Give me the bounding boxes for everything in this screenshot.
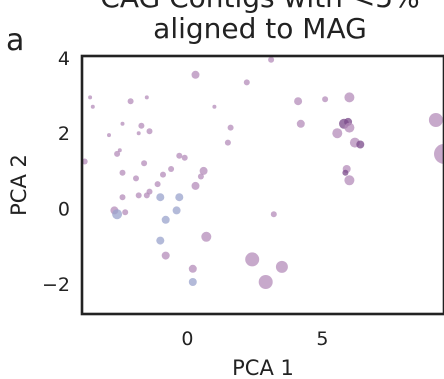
scatter-point — [356, 140, 365, 149]
chart-title-line-1: CAG Contigs with <5% — [100, 0, 419, 14]
scatter-point — [212, 104, 217, 109]
scatter-point — [201, 231, 212, 242]
scatter-point — [90, 104, 95, 109]
scatter-point — [141, 160, 148, 167]
x-tick-label: 5 — [316, 328, 328, 350]
scatter-point — [344, 175, 355, 186]
scatter-point — [144, 95, 149, 100]
scatter-point — [344, 92, 355, 103]
scatter-point — [127, 98, 134, 105]
scatter-point — [133, 175, 139, 182]
y-tick-label: 2 — [58, 123, 70, 145]
scatter-point — [138, 122, 145, 129]
axis-ticks: 0 5 −2 0 2 4 — [42, 48, 328, 350]
scatter-point — [270, 211, 277, 218]
scatter-point — [322, 96, 329, 103]
scatter-point — [156, 193, 165, 202]
scatter-point — [161, 215, 170, 224]
y-tick-label: −2 — [42, 274, 70, 296]
scatter-point — [119, 194, 126, 201]
scatter-point — [296, 119, 305, 128]
scatter-point — [114, 150, 121, 157]
scatter-point — [344, 122, 355, 133]
scatter-point — [176, 152, 183, 159]
scatter-point — [156, 236, 165, 245]
scatter-point — [135, 192, 142, 199]
scatter-point — [188, 278, 197, 286]
scatter-point — [136, 131, 141, 136]
scatter-point — [160, 171, 166, 178]
y-axis-label: PCA 2 — [7, 154, 31, 216]
scatter-point — [191, 181, 200, 190]
y-tick-label: 0 — [58, 199, 70, 221]
scatter-point — [428, 113, 443, 127]
scatter-point — [294, 97, 303, 106]
chart-title-line-2: aligned to MAG — [153, 12, 367, 45]
scatter-point — [161, 251, 170, 260]
plot-frame — [80, 54, 444, 316]
scatter-point — [143, 192, 150, 199]
x-axis-label: PCA 1 — [232, 356, 294, 379]
scatter-point — [154, 181, 161, 188]
scatter-point — [245, 252, 260, 267]
scatter-point — [120, 121, 125, 126]
scatter-point — [117, 148, 122, 153]
scatter-point — [172, 206, 181, 215]
scatter-point — [342, 169, 349, 176]
scatter-point — [175, 193, 184, 202]
scatter-point — [107, 133, 111, 138]
y-tick-label: 4 — [58, 48, 70, 70]
scatter-point — [199, 166, 208, 175]
scatter-point — [88, 95, 93, 100]
scatter-point — [268, 56, 275, 63]
x-tick-label: 0 — [181, 328, 193, 350]
scatter-point — [181, 154, 188, 161]
scatter-point — [188, 264, 197, 273]
scatter-point — [275, 260, 288, 273]
scatter-point — [332, 128, 343, 139]
panel-label: a — [6, 23, 24, 58]
scatter-point — [243, 79, 250, 86]
scatter-point — [224, 139, 231, 146]
data-points — [81, 56, 444, 289]
scatter-point — [146, 128, 153, 135]
scatter-point — [112, 209, 123, 220]
scatter-point — [434, 143, 444, 164]
scatter-point — [122, 209, 129, 216]
scatter-point — [258, 275, 273, 289]
scatter-point — [197, 173, 204, 180]
scatter-point — [119, 169, 126, 176]
scatter-point — [227, 124, 234, 131]
scatter-point — [168, 166, 175, 172]
scatter-point — [191, 70, 200, 79]
